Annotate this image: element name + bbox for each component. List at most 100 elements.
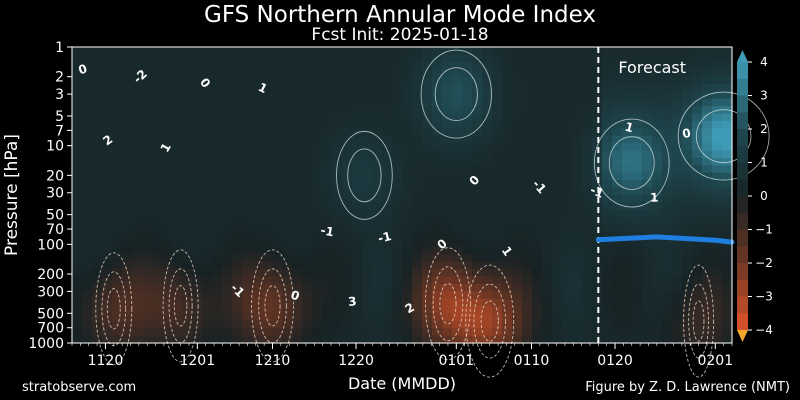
heatmap-cell — [672, 298, 683, 307]
heatmap-cell — [412, 217, 423, 226]
heatmap-cell — [602, 113, 613, 122]
x-tick-label: 1201 — [179, 353, 215, 369]
heatmap-cell — [712, 121, 723, 129]
heatmap-cell — [532, 187, 543, 196]
heatmap-cell — [672, 291, 683, 300]
heatmap-cell — [432, 254, 443, 263]
heatmap-cell — [122, 224, 133, 233]
heatmap-cell — [562, 113, 573, 122]
heatmap-cell — [552, 91, 563, 100]
heatmap-cell — [562, 98, 573, 107]
heatmap-cell — [462, 165, 473, 174]
heatmap-cell — [642, 84, 653, 92]
heatmap-cell — [622, 246, 633, 255]
heatmap-cell — [462, 150, 473, 159]
heatmap-cell — [112, 158, 123, 166]
heatmap-cell — [672, 202, 683, 211]
heatmap-cell — [602, 150, 613, 159]
heatmap-cell — [432, 239, 443, 248]
heatmap-cell — [552, 254, 563, 263]
heatmap-cell — [72, 54, 83, 63]
heatmap-cell — [592, 328, 603, 337]
heatmap-cell — [612, 76, 623, 85]
heatmap-cell — [642, 54, 653, 63]
heatmap-cell — [632, 91, 643, 100]
heatmap-cell — [152, 306, 163, 314]
heatmap-cell — [652, 328, 663, 337]
heatmap-cell — [602, 261, 613, 270]
heatmap-cell — [542, 61, 553, 70]
heatmap-cell — [552, 187, 563, 196]
heatmap-cell — [182, 291, 193, 300]
heatmap-cell — [492, 202, 503, 211]
heatmap-cell — [642, 313, 653, 322]
heatmap-cell — [122, 91, 133, 100]
heatmap-cell — [92, 106, 103, 115]
heatmap-cell — [312, 276, 323, 285]
heatmap-cell — [172, 306, 183, 314]
heatmap-cell — [372, 232, 383, 240]
heatmap-cell — [432, 291, 443, 300]
heatmap-cell — [392, 128, 403, 137]
heatmap-cell — [622, 128, 633, 137]
heatmap-cell — [152, 202, 163, 211]
heatmap-cell — [182, 217, 193, 226]
heatmap-cell — [122, 180, 133, 189]
heatmap-cell — [352, 254, 363, 263]
heatmap-cell — [252, 165, 263, 174]
heatmap-cell — [202, 158, 213, 166]
heatmap-cell — [102, 158, 113, 166]
heatmap-cell — [512, 106, 523, 115]
heatmap-cell — [372, 269, 383, 277]
heatmap-cell — [452, 195, 463, 203]
heatmap-cell — [562, 128, 573, 137]
heatmap-cell — [532, 158, 543, 166]
heatmap-cell — [102, 232, 113, 240]
heatmap-cell — [232, 261, 243, 270]
heatmap-cell — [472, 306, 483, 314]
heatmap-cell — [712, 261, 723, 270]
heatmap-cell — [632, 298, 643, 307]
heatmap-cell — [492, 320, 503, 329]
heatmap-cell — [642, 298, 653, 307]
heatmap-cell — [122, 254, 133, 263]
heatmap-cell — [212, 121, 223, 129]
heatmap-cell — [412, 172, 423, 181]
heatmap-cell — [262, 172, 273, 181]
heatmap-cell — [282, 106, 293, 115]
author-credit: Figure by Z. D. Lawrence (NMT) — [585, 380, 790, 395]
heatmap-cell — [262, 143, 273, 152]
heatmap-cell — [332, 76, 343, 85]
heatmap-cell — [302, 254, 313, 263]
heatmap-cell — [492, 232, 503, 240]
heatmap-cell — [162, 128, 173, 137]
heatmap-cell — [572, 202, 583, 211]
contour-label: 1 — [650, 190, 659, 204]
contour-label: 1 — [623, 120, 635, 136]
heatmap-cell — [582, 143, 593, 152]
heatmap-cell — [332, 113, 343, 122]
heatmap-cell — [392, 209, 403, 218]
heatmap-cell — [282, 91, 293, 100]
heatmap-cell — [242, 172, 253, 181]
heatmap-cell — [222, 261, 233, 270]
heatmap-cell — [212, 69, 223, 78]
heatmap-cell — [82, 91, 93, 100]
heatmap-cell — [642, 291, 653, 300]
heatmap-cell — [712, 76, 723, 85]
heatmap-cell — [712, 113, 723, 122]
heatmap-cell — [232, 283, 243, 292]
heatmap-cell — [562, 180, 573, 189]
heatmap-cell — [622, 320, 633, 329]
heatmap-cell — [642, 91, 653, 100]
heatmap-cell — [532, 202, 543, 211]
heatmap-cell — [202, 98, 213, 107]
heatmap-cell — [362, 276, 373, 285]
heatmap-cell — [572, 113, 583, 122]
heatmap-cell — [692, 61, 703, 70]
heatmap-cell — [622, 135, 633, 144]
heatmap-cell — [162, 195, 173, 203]
heatmap-cell — [722, 328, 733, 337]
heatmap-cell — [462, 54, 473, 63]
heatmap-cell — [372, 69, 383, 78]
